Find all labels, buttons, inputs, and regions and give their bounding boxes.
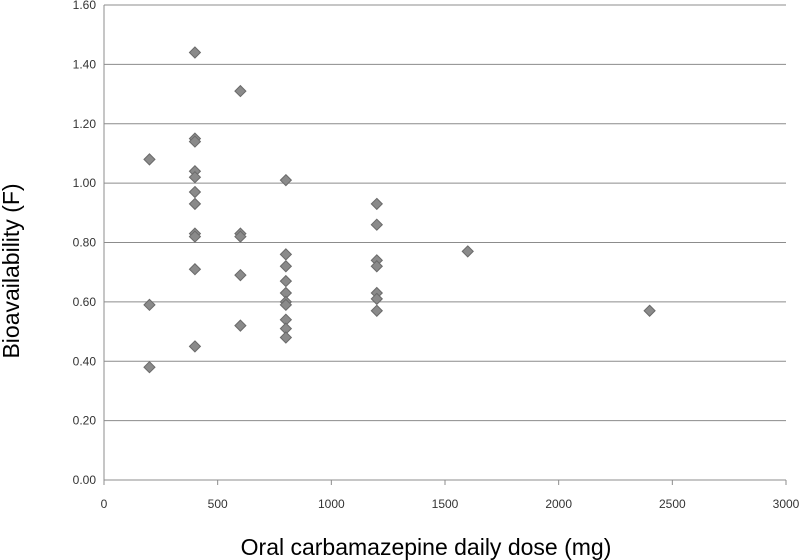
- x-axis-title: Oral carbamazepine daily dose (mg): [241, 534, 612, 560]
- data-point: [279, 248, 293, 261]
- data-point: [279, 173, 293, 187]
- data-point: [279, 274, 293, 288]
- data-point: [370, 218, 384, 231]
- data-point: [188, 170, 202, 184]
- data-points: [143, 46, 656, 374]
- data-point: [461, 245, 474, 258]
- x-tick-label: 500: [208, 497, 228, 511]
- data-point: [143, 360, 156, 374]
- x-tick-label: 2500: [659, 497, 686, 511]
- data-point: [234, 268, 247, 282]
- y-tick-label: 0.20: [73, 414, 97, 428]
- axes: [103, 5, 787, 485]
- data-point: [279, 331, 293, 344]
- x-tick-label: 1000: [318, 497, 345, 511]
- x-tick-label: 2000: [545, 497, 572, 511]
- y-axis-title: Bioavailability (F): [0, 183, 24, 358]
- data-point: [143, 153, 156, 166]
- y-tick-label: 1.40: [73, 57, 97, 71]
- data-point: [234, 84, 247, 98]
- y-tick-label: 1.00: [73, 176, 97, 190]
- x-tick-labels: 0 500 1000 1500 2000 2500 3000: [101, 497, 800, 511]
- y-tick-label: 0.80: [73, 236, 97, 250]
- grid-lines: [104, 4, 786, 422]
- data-point: [370, 304, 384, 317]
- data-point: [370, 197, 384, 211]
- x-tick-label: 3000: [773, 497, 800, 511]
- data-point: [234, 230, 247, 243]
- y-tick-label: 0.60: [73, 295, 97, 309]
- data-point: [370, 292, 384, 306]
- data-point: [643, 304, 656, 317]
- y-tick-label: 0.40: [73, 354, 97, 368]
- data-point: [188, 340, 202, 353]
- y-tick-label: 1.60: [73, 0, 97, 12]
- data-point: [143, 298, 156, 312]
- data-point: [234, 319, 247, 332]
- data-point: [279, 260, 293, 273]
- y-tick-label: 0.00: [73, 473, 97, 487]
- data-point: [188, 230, 202, 243]
- y-tick-labels: 0.00 0.20 0.40 0.60 0.80 1.00 1.20 1.40 1.60: [73, 0, 97, 487]
- data-point: [188, 263, 202, 276]
- data-point: [370, 260, 384, 273]
- data-point: [188, 197, 202, 211]
- data-point: [279, 298, 293, 312]
- x-tick-label: 0: [101, 497, 108, 511]
- data-point: [188, 185, 202, 199]
- x-tick-label: 1500: [432, 497, 459, 511]
- data-point: [188, 46, 202, 59]
- y-tick-label: 1.20: [73, 117, 97, 131]
- data-point: [188, 135, 202, 148]
